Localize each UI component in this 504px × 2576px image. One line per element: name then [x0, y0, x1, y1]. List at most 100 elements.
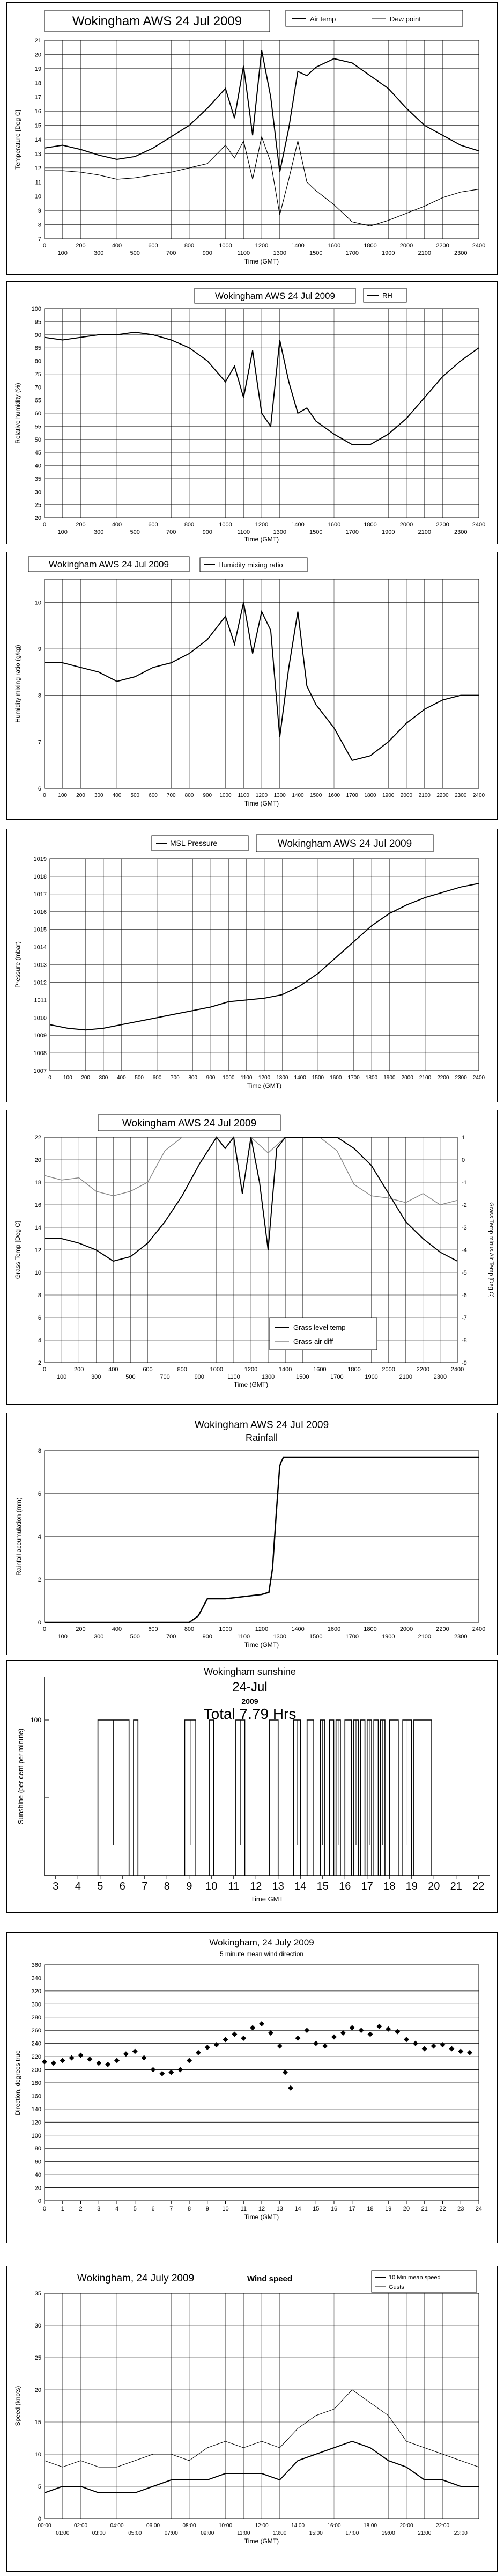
x-tick-label: 0	[43, 1626, 46, 1633]
x-tick-label: 300	[94, 250, 103, 257]
legend-label-grass-temp: Grass level temp	[293, 1323, 346, 1331]
y-axis-label: Rainfall accumulation (mm)	[15, 1497, 23, 1575]
y-tick-label: 0	[38, 2198, 41, 2205]
y-tick-label: 1018	[34, 874, 47, 880]
x-tick-label: 100	[58, 529, 68, 536]
x-tick-label: 3	[53, 1880, 58, 1892]
x-tick-label: 13	[272, 1880, 284, 1892]
y-tick-label: 200	[32, 2067, 41, 2074]
x-tick-label: 2000	[402, 1075, 414, 1081]
wind-direction-point	[159, 2070, 165, 2076]
legend-label-pressure: MSL Pressure	[170, 839, 217, 847]
x-tick-label: 600	[148, 1626, 158, 1633]
y-tick-label: 18	[35, 1180, 41, 1186]
y-tick-label: 100	[31, 1716, 41, 1724]
x-tick-label: 21	[450, 1880, 462, 1892]
x-tick-label: 14:00	[291, 2523, 305, 2529]
x-tick-label: 2	[79, 2206, 82, 2212]
x-tick-label: 18:00	[364, 2523, 377, 2529]
y-right-tick-label: -2	[462, 1202, 467, 1209]
x-tick-label: 1400	[292, 793, 304, 799]
x-tick-label: 2100	[419, 793, 431, 799]
y-tick-label: 10	[35, 194, 41, 200]
x-tick-label: 1100	[241, 1075, 253, 1081]
x-tick-label: 17	[361, 1880, 373, 1892]
x-tick-label: 500	[135, 1075, 144, 1081]
title-bg	[114, 1665, 388, 1681]
y-tick-label: 35	[35, 2290, 41, 2297]
x-tick-label: 600	[143, 1366, 152, 1373]
wind-direction-point	[421, 2046, 427, 2052]
x-axis-label: Time (GMT)	[244, 2213, 279, 2221]
x-tick-label: 2000	[382, 1366, 395, 1373]
y-tick-label: 140	[32, 2106, 41, 2113]
x-axis-label: Time GMT	[251, 1895, 284, 1903]
sunshine-chart: 100 3 4 5 6 7 8 9 10 11 12 13 14 15 16 17 18 19 20 21 22 Time…	[17, 1665, 490, 1903]
sunshine-period	[344, 1719, 352, 1876]
x-tick-label: 1500	[309, 250, 322, 257]
sunshine-period	[269, 1719, 279, 1876]
x-tick-label: 15:00	[309, 2530, 323, 2536]
rh-line	[44, 331, 479, 445]
x-tick-label: 100	[58, 793, 67, 799]
temperature-chart-panel: 7 8 9 10 11 12 13 14 15 16 17 18 19 20 21 0 200 400 600 800…	[6, 2, 498, 275]
x-tick-label: 1700	[348, 1075, 360, 1081]
y-tick-label: 120	[32, 2119, 41, 2126]
y-tick-label: 8	[38, 693, 41, 699]
wind-direction-chart: 0204060801001201401601802002202402602803…	[14, 1937, 482, 2221]
wind-direction-point	[386, 2026, 391, 2032]
x-tick-label: 2200	[436, 522, 449, 528]
y-tick-label: 11	[35, 179, 41, 186]
x-tick-label: 1000	[219, 522, 232, 528]
x-tick-label: 2000	[400, 1626, 413, 1633]
y-tick-label: 1008	[34, 1050, 47, 1057]
chart-subtitle: 24-Jul	[232, 1680, 267, 1694]
x-tick-label: 1200	[258, 1075, 271, 1081]
x-tick-label: 600	[149, 793, 158, 799]
legend-box	[285, 10, 463, 27]
y-axis-label: Humidity mixing ratio (g/kg)	[14, 645, 21, 722]
x-tick-label: 15	[313, 2206, 319, 2212]
y-right-tick-label: -3	[462, 1225, 467, 1231]
wind-direction-point	[358, 2028, 364, 2033]
x-tick-label: 1600	[330, 1075, 342, 1081]
y-tick-label: 6	[38, 786, 41, 792]
wind-direction-point	[304, 2028, 310, 2033]
grass-temp-chart-panel: 2 4 6 8 10 12 14 16 18 20 22 -9 -8 -7 -6 -5 -4 -3 -2 -1 0 1 0 2…	[6, 1110, 498, 1405]
x-tick-label: 2100	[418, 250, 431, 257]
y-tick-label: 1007	[34, 1068, 47, 1074]
x-tick-label: 15	[317, 1880, 329, 1892]
x-tick-label: 900	[203, 1634, 212, 1640]
x-tick-label: 1500	[312, 1075, 324, 1081]
legend-box	[151, 835, 249, 851]
x-tick-label: 16	[331, 2206, 337, 2212]
y-tick-label: 80	[35, 358, 41, 365]
pressure-line	[49, 883, 479, 1031]
x-tick-label: 800	[184, 522, 194, 528]
x-tick-label: 2000	[400, 243, 413, 249]
wind-direction-point	[141, 2055, 147, 2061]
y-axis-label: Pressure (mbar)	[14, 941, 21, 988]
x-tick-label: 700	[167, 793, 176, 799]
y-tick-label: 7	[38, 236, 41, 243]
y-tick-label: 160	[32, 2093, 41, 2099]
y-tick-label: 1016	[34, 909, 47, 916]
x-axis-label: Time (GMT)	[244, 258, 279, 265]
chart-title: Wokingham AWS 24 Jul 2009	[278, 838, 412, 850]
y-tick-label: 20	[35, 515, 41, 522]
wind-direction-point	[376, 2023, 382, 2029]
y-tick-label: 19	[35, 66, 41, 72]
wind-direction-point	[431, 2043, 436, 2049]
x-tick-label: 400	[112, 243, 122, 249]
x-tick-label: 1300	[273, 529, 286, 536]
x-tick-label: 20:00	[399, 2523, 413, 2529]
x-tick-label: 21:00	[418, 2530, 431, 2536]
x-tick-label: 1200	[255, 243, 268, 249]
x-tick-label: 2200	[436, 1626, 449, 1633]
x-tick-label: 10:00	[219, 2523, 232, 2529]
x-tick-label: 300	[94, 529, 103, 536]
y-tick-label: 360	[32, 1962, 41, 1968]
wind-direction-point	[404, 2037, 409, 2043]
wind-direction-point	[96, 2060, 102, 2066]
